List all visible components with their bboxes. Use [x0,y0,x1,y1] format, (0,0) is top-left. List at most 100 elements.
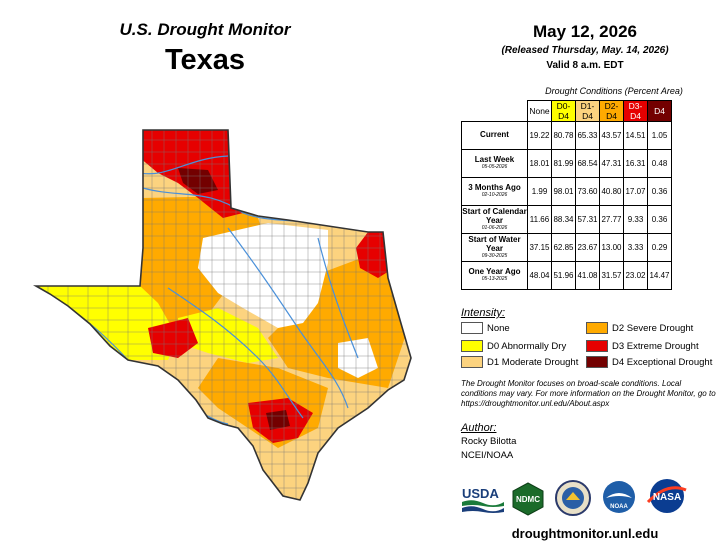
drought-conditions-table: None D0-D4 D1-D4 D2-D4 D3-D4 D4 Current 1… [461,100,672,290]
conditions-title: Drought Conditions (Percent Area) [545,86,683,96]
legend-label: D1 Moderate Drought [487,356,579,368]
legend-swatch-d3 [586,340,608,352]
table-cell: 13.00 [599,233,624,262]
table-cell: 11.66 [527,205,552,234]
row-label-date: 05-13-2025 [481,276,508,283]
table-cell: 23.67 [575,233,600,262]
nasa-logo-icon: NASA [646,479,687,513]
table-cell: 57.31 [575,205,600,234]
table-cell: 47.31 [599,149,624,178]
table-row: Last Week 05-05-2026 18.01 81.99 68.54 47.31 1… [461,149,672,178]
row-label-date: 02-10-2026 [481,192,508,199]
column-header-d0-d4: D0-D4 [551,100,576,122]
table-cell: 14.47 [647,261,672,290]
row-label-text: Current [480,130,509,140]
legend-item-none: None [461,322,510,334]
table-cell: 1.05 [647,121,672,150]
table-cell: 0.36 [647,205,672,234]
drought-area-none-central [198,223,328,328]
release-date: (Released Thursday, May. 14, 2026) [501,45,669,56]
row-label: Start of Water Year 09-30-2025 [461,233,528,262]
row-label: Start of Calendar Year 01-06-2026 [461,205,528,234]
row-label-date: 09-30-2025 [481,252,508,259]
legend-swatch-d4 [586,356,608,368]
legend-item-d4: D4 Exceptional Drought [586,356,712,368]
table-cell: 43.57 [599,121,624,150]
row-label-text: One Year Ago [468,267,521,277]
legend-label: D3 Extreme Drought [612,340,699,352]
table-cell: 1.99 [527,177,552,206]
state-name: Texas [164,44,246,76]
table-cell: 9.33 [623,205,648,234]
legend-label: D0 Abnormally Dry [487,340,567,352]
row-label: 3 Months Ago 02-10-2026 [461,177,528,206]
row-label-text: 3 Months Ago [468,183,521,193]
table-cell: 3.33 [623,233,648,262]
legend-swatch-none [461,322,483,334]
legend-title: Intensity: [461,307,506,319]
table-cell: 16.31 [623,149,648,178]
table-cell: 41.08 [575,261,600,290]
row-label-text: Start of Calendar Year [462,206,527,225]
table-cell: 88.34 [551,205,576,234]
table-cell: 62.85 [551,233,576,262]
author-name: Rocky Bilotta [461,436,517,447]
usda-logo-icon: USDA [462,486,504,513]
row-label: Last Week 05-05-2026 [461,149,528,178]
column-header-d1-d4: D1-D4 [575,100,600,122]
row-label-date: 05-05-2026 [481,164,508,171]
legend-label: D4 Exceptional Drought [612,356,713,368]
doc-seal-icon [555,480,591,516]
table-cell: 98.01 [551,177,576,206]
column-header-none: None [527,100,552,122]
nasa-logo-text: NASA [653,492,681,503]
row-label-text: Last Week [474,155,515,165]
table-cell: 48.04 [527,261,552,290]
table-cell: 0.36 [647,177,672,206]
table-cell: 27.77 [599,205,624,234]
table-row: One Year Ago 05-13-2025 48.04 51.96 41.08 31.… [461,261,672,290]
table-cell: 14.51 [623,121,648,150]
valid-time: Valid 8 a.m. EDT [546,60,624,71]
table-cell: 31.57 [599,261,624,290]
legend-label: D2 Severe Drought [612,322,694,334]
table-cell: 81.99 [551,149,576,178]
table-row: Start of Calendar Year 01-06-2026 11.66 88.… [461,205,672,234]
table-row: Start of Water Year 09-30-2025 37.15 62.85 2… [461,233,672,262]
legend-swatch-d0 [461,340,483,352]
legend-item-d1: D1 Moderate Drought [461,356,578,368]
table-cell: 17.07 [623,177,648,206]
row-label-text: Start of Water Year [468,234,521,253]
legend-item-d3: D3 Extreme Drought [586,340,699,352]
table-cell: 37.15 [527,233,552,262]
website-url[interactable]: droughtmonitor.unl.edu [511,526,659,541]
map-date: May 12, 2026 [533,22,637,41]
legend-swatch-d1 [461,356,483,368]
drought-area-d3-westcentral [148,318,198,358]
column-header-d2-d4: D2-D4 [599,100,624,122]
table-cell: 65.33 [575,121,600,150]
texas-drought-map [32,129,412,501]
column-header-d4: D4 [647,100,672,122]
drought-area-d0-central [178,308,278,363]
table-cell: 68.54 [575,149,600,178]
table-header-row: None D0-D4 D1-D4 D2-D4 D3-D4 D4 [462,100,672,122]
row-label: One Year Ago 05-13-2025 [461,261,528,290]
ndmc-logo-text: NDMC [516,495,540,504]
table-cell: 40.80 [599,177,624,206]
drought-area-d0-west [36,286,178,360]
column-header-d3-d4: D3-D4 [623,100,648,122]
table-cell: 51.96 [551,261,576,290]
author-title: Author: [461,422,497,434]
table-cell: 18.01 [527,149,552,178]
map-title: U.S. Drought Monitor [119,20,291,39]
table-corner [462,101,528,122]
table-row: Current 19.22 80.78 65.33 43.57 14.51 1.05 [461,121,672,150]
ndmc-logo-icon: NDMC [512,482,544,516]
table-cell: 73.60 [575,177,600,206]
noaa-logo-text: NOAA [610,504,628,510]
table-cell: 80.78 [551,121,576,150]
legend-item-d2: D2 Severe Drought [586,322,693,334]
noaa-logo-icon: NOAA [603,481,635,513]
legend-swatch-d2 [586,322,608,334]
